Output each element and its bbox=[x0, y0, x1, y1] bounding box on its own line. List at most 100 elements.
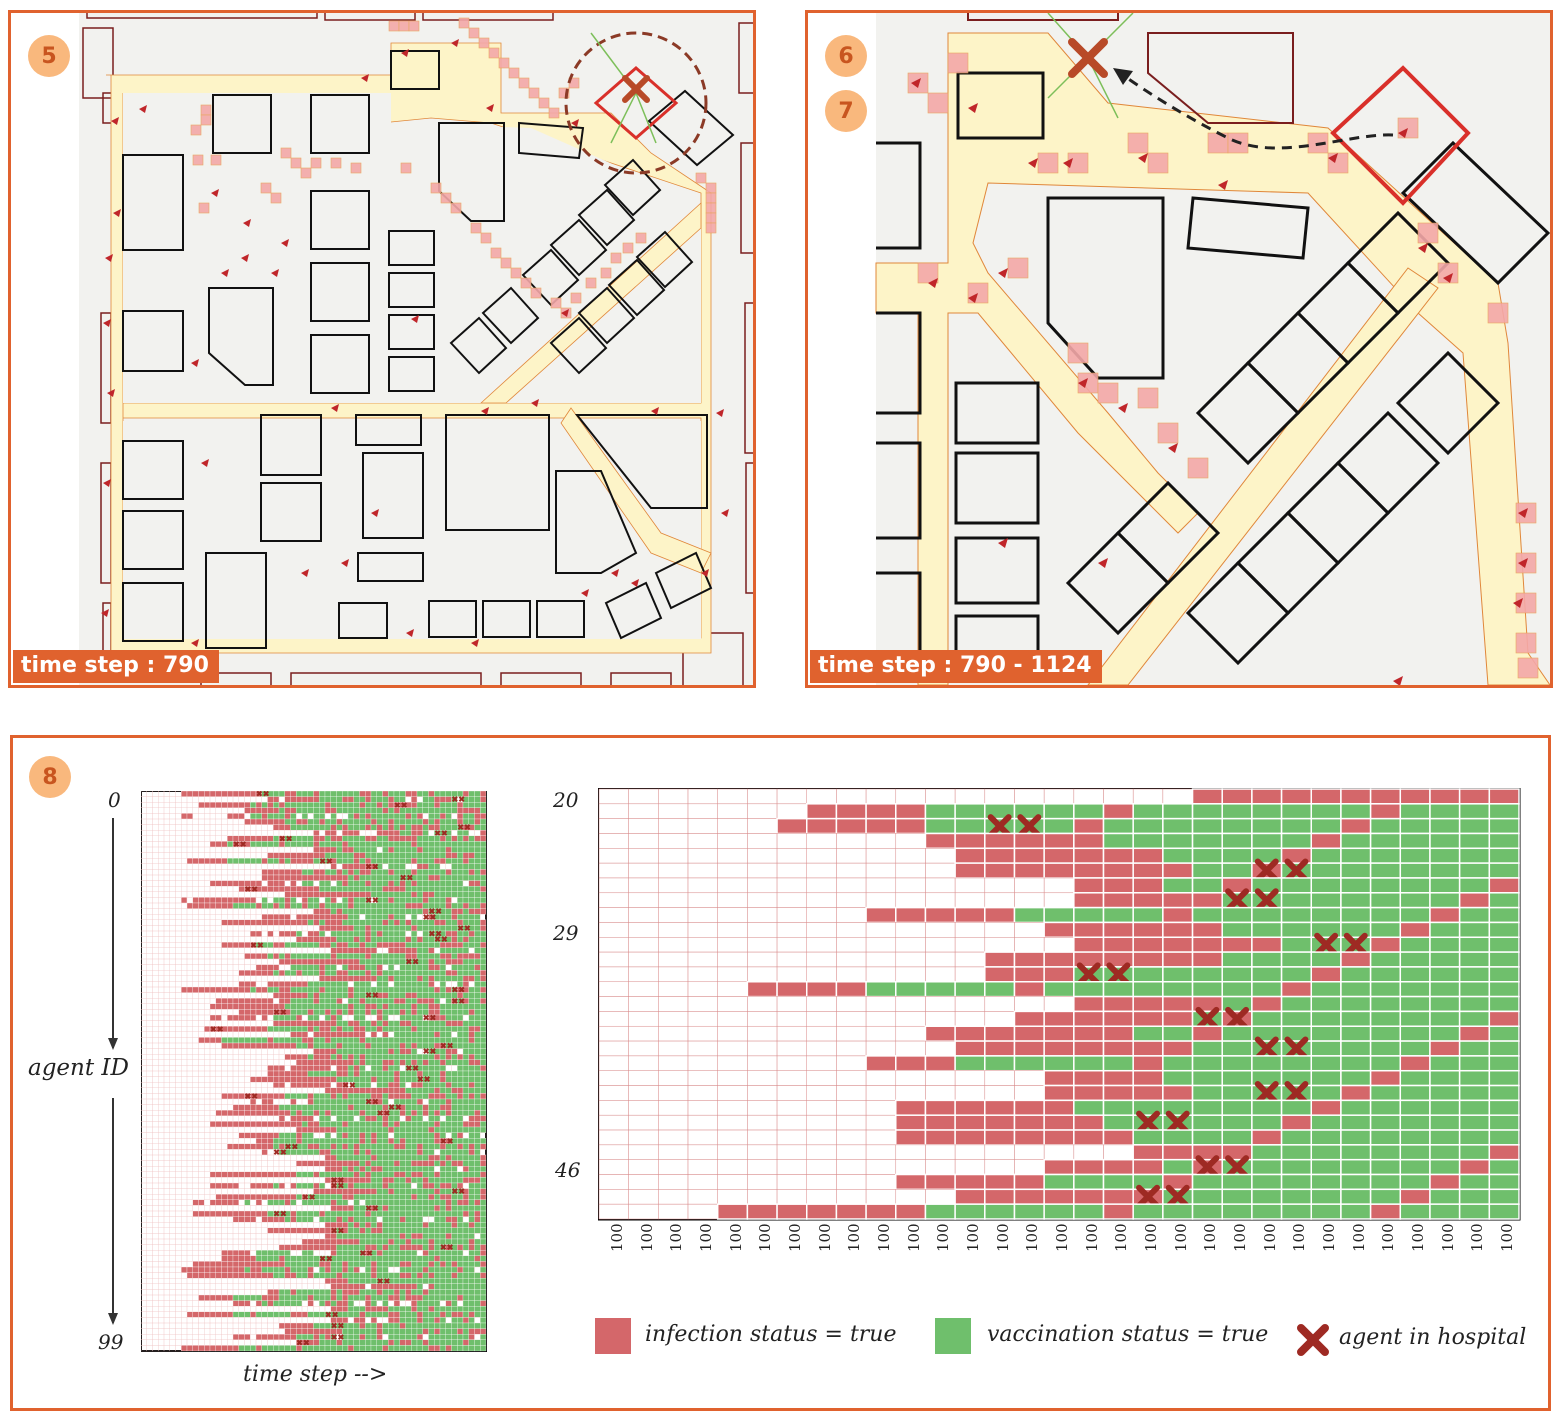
overview-cell bbox=[330, 981, 337, 988]
overview-cell bbox=[359, 1076, 366, 1083]
hospital-x-icon: ✖✖ bbox=[273, 1209, 287, 1219]
detail-cell bbox=[1014, 892, 1045, 908]
overview-cell bbox=[399, 992, 406, 999]
overview-cell bbox=[307, 914, 314, 920]
overview-cell bbox=[434, 897, 441, 904]
overview-cell bbox=[439, 1216, 446, 1223]
overview-cell bbox=[353, 1087, 360, 1094]
overview-cell bbox=[365, 880, 372, 887]
overview-cell bbox=[273, 1227, 280, 1234]
overview-cell bbox=[399, 964, 406, 971]
overview-cell bbox=[422, 1065, 429, 1072]
detail-column-label: 100 bbox=[726, 1223, 745, 1252]
overview-cell bbox=[290, 852, 297, 859]
overview-cell bbox=[428, 880, 435, 887]
overview-cell bbox=[480, 1054, 487, 1060]
overview-cell bbox=[399, 863, 406, 870]
overview-cell bbox=[267, 1261, 274, 1268]
overview-cell bbox=[445, 841, 452, 848]
overview-cell bbox=[399, 891, 406, 898]
overview-cell bbox=[313, 897, 320, 904]
detail-cell bbox=[747, 1159, 778, 1175]
overview-cell bbox=[353, 981, 360, 988]
overview-cell bbox=[365, 1154, 372, 1161]
detail-cell bbox=[717, 818, 748, 834]
detail-cell bbox=[925, 1011, 956, 1027]
detail-cell bbox=[1280, 1158, 1313, 1176]
detail-cell bbox=[895, 1085, 926, 1101]
overview-cell bbox=[324, 1188, 331, 1195]
overview-cell bbox=[307, 1300, 314, 1307]
overview-cell bbox=[278, 902, 285, 909]
detail-cell bbox=[865, 1070, 897, 1086]
overview-cell bbox=[250, 818, 257, 825]
detail-cell bbox=[954, 788, 986, 805]
detail-cell bbox=[687, 1189, 718, 1205]
overview-cell bbox=[244, 1171, 251, 1178]
overview-cell bbox=[273, 1132, 280, 1139]
detail-cell bbox=[687, 966, 718, 983]
overview-cell bbox=[405, 791, 412, 797]
overview-cell bbox=[393, 1261, 400, 1268]
overview-cell bbox=[296, 1272, 303, 1279]
overview-cell bbox=[353, 1042, 360, 1049]
overview-cell bbox=[451, 858, 458, 864]
overview-cell bbox=[405, 897, 412, 904]
detail-cell bbox=[628, 1100, 659, 1116]
overview-cell bbox=[468, 1266, 475, 1273]
overview-cell bbox=[474, 1098, 481, 1105]
detail-column-label: 100 bbox=[1142, 1223, 1161, 1252]
overview-cell bbox=[370, 796, 377, 803]
detail-cell bbox=[1458, 1158, 1491, 1176]
detail-cell bbox=[806, 1085, 837, 1101]
overview-cell bbox=[376, 1026, 383, 1032]
overview-cell bbox=[261, 1121, 268, 1128]
detail-cell bbox=[1399, 1129, 1431, 1146]
detail-cell bbox=[1429, 981, 1461, 998]
overview-cell bbox=[480, 1009, 487, 1016]
overview-cell bbox=[457, 970, 464, 976]
overview-cell bbox=[290, 1076, 297, 1083]
overview-cell bbox=[382, 1210, 389, 1217]
detail-cell bbox=[1340, 1010, 1372, 1027]
overview-cell bbox=[399, 1261, 406, 1268]
overview-cell bbox=[313, 1289, 320, 1296]
detail-cell bbox=[1251, 906, 1283, 924]
overview-cell bbox=[428, 1283, 435, 1290]
overview-cell bbox=[445, 1255, 452, 1262]
overview-cell bbox=[353, 1014, 360, 1021]
overview-cell bbox=[457, 1160, 464, 1167]
overview-cell bbox=[186, 791, 193, 797]
detail-cell bbox=[776, 788, 807, 805]
detail-cell bbox=[1073, 862, 1105, 879]
detail-cell bbox=[1399, 936, 1431, 953]
overview-cell bbox=[227, 1311, 234, 1318]
overview-cell bbox=[393, 1194, 400, 1200]
overview-cell bbox=[480, 891, 487, 898]
overview-cell bbox=[451, 1272, 458, 1279]
overview-cell bbox=[468, 880, 475, 887]
overview-cell bbox=[301, 813, 308, 820]
overview-cell bbox=[336, 1098, 343, 1105]
overview-cell bbox=[307, 886, 314, 892]
overview-cell bbox=[301, 818, 308, 825]
detail-cell bbox=[924, 1099, 956, 1116]
overview-cell bbox=[474, 1054, 481, 1060]
overview-cell bbox=[411, 947, 418, 954]
detail-cell bbox=[1369, 1158, 1402, 1176]
overview-cell bbox=[480, 869, 487, 876]
overview-cell bbox=[250, 1272, 257, 1279]
overview-cell bbox=[353, 897, 360, 904]
overview-cell bbox=[365, 1188, 372, 1195]
detail-cell bbox=[1399, 877, 1431, 894]
detail-cell bbox=[1488, 1084, 1520, 1102]
hospital-x-icon: ✖✖ bbox=[250, 940, 264, 950]
overview-cell bbox=[365, 953, 372, 960]
overview-cell bbox=[359, 791, 366, 797]
overview-cell bbox=[307, 1093, 314, 1100]
overview-cell bbox=[439, 796, 446, 803]
overview-cell bbox=[359, 1026, 366, 1032]
overview-cell bbox=[342, 925, 349, 932]
detail-cell bbox=[895, 1099, 927, 1116]
overview-cell bbox=[307, 958, 314, 965]
